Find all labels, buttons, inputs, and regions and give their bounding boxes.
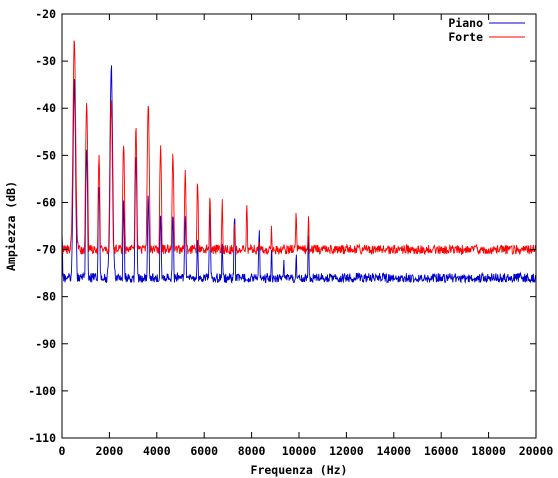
- x-tick-label: 8000: [238, 444, 266, 458]
- x-tick-label: 20000: [519, 444, 554, 458]
- x-tick-label: 4000: [143, 444, 171, 458]
- x-tick-label: 12000: [329, 444, 364, 458]
- series-line-forte: [61, 40, 537, 256]
- ticks-layer: 0 2000 4000 6000 8000 10000 12000 14000 16000 180…: [28, 7, 553, 458]
- x-tick-label: 10000: [282, 444, 317, 458]
- series-line-piano: [61, 65, 537, 284]
- y-tick-label: -110: [28, 431, 56, 445]
- legend-label-piano: Piano: [448, 16, 483, 30]
- x-tick-label: 0: [59, 444, 66, 458]
- y-tick-label: -30: [35, 54, 56, 68]
- y-tick-label: -100: [28, 384, 56, 398]
- y-tick-label: -40: [35, 101, 56, 115]
- y-tick-label: -90: [35, 337, 56, 351]
- legend-label-forte: Forte: [448, 30, 483, 44]
- y-tick-label: -70: [35, 243, 56, 257]
- plot-frame: [61, 13, 537, 439]
- y-tick-label: -20: [35, 7, 56, 21]
- y-tick-label: -80: [35, 290, 56, 304]
- x-tick-label: 18000: [471, 444, 506, 458]
- y-tick-label: -60: [35, 195, 56, 209]
- x-tick-label: 16000: [424, 444, 459, 458]
- x-tick-label: 14000: [376, 444, 411, 458]
- series-layer: [61, 40, 537, 284]
- y-axis-title: Ampiezza (dB): [4, 181, 18, 271]
- x-tick-label: 2000: [96, 444, 124, 458]
- x-axis-title: Frequenza (Hz): [251, 463, 348, 477]
- x-tick-label: 6000: [190, 444, 218, 458]
- y-tick-label: -50: [35, 148, 56, 162]
- legend: Piano Forte: [448, 16, 525, 44]
